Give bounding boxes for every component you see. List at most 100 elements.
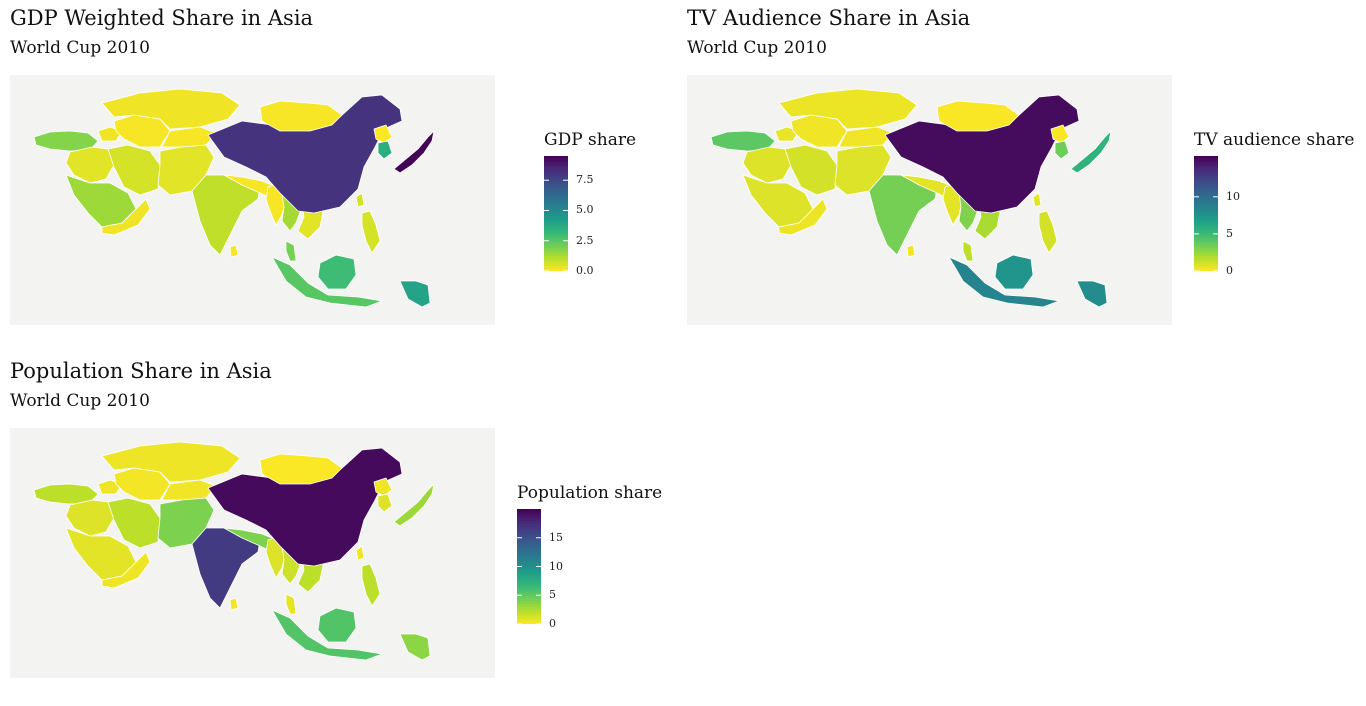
legend-color-step — [1194, 183, 1218, 187]
region-india — [191, 174, 261, 256]
map-panel-population: Population Share in Asia World Cup 2010 … — [10, 359, 670, 689]
region-south-korea — [377, 140, 393, 160]
region-turkey — [33, 483, 99, 505]
legend-color-step — [1194, 246, 1218, 250]
legend-color-step — [544, 228, 568, 232]
legend-color-step — [544, 226, 568, 230]
legend-color-step — [1194, 206, 1218, 210]
legend-color-step — [517, 579, 541, 583]
legend-color-step — [517, 529, 541, 533]
map-panel-gdp: GDP Weighted Share in Asia World Cup 201… — [10, 6, 670, 336]
legend-color-step — [1194, 218, 1218, 222]
region-sri-lanka — [229, 244, 239, 258]
legend-color-step — [544, 246, 568, 250]
legend-color-step — [1194, 188, 1218, 192]
region-yemen-oman — [778, 198, 828, 236]
legend-color-step — [544, 266, 568, 270]
legend-color-step — [517, 614, 541, 618]
legend-color-step — [517, 594, 541, 598]
legend-color-step — [1194, 238, 1218, 242]
legend-color-step — [544, 241, 568, 245]
legend-color-step — [544, 258, 568, 262]
map-area — [687, 75, 1172, 325]
legend-color-step — [544, 218, 568, 222]
region-central-asia-east — [161, 479, 217, 501]
region-taiwan — [1032, 192, 1042, 208]
region-kazakhstan — [101, 441, 241, 483]
region-kazakhstan — [101, 88, 241, 130]
region-middle-east-north — [65, 146, 115, 184]
legend-color-step — [544, 168, 568, 172]
legend-color-step — [517, 536, 541, 540]
color-legend — [517, 509, 541, 624]
panel-subtitle: World Cup 2010 — [10, 391, 150, 411]
legend-color-step — [517, 539, 541, 543]
region-malaysia — [285, 593, 297, 615]
region-new-guinea — [399, 280, 431, 308]
region-sri-lanka — [229, 597, 239, 611]
legend-color-step — [544, 223, 568, 227]
legend-color-step — [517, 599, 541, 603]
legend-color-step — [544, 236, 568, 240]
legend-color-step — [1194, 251, 1218, 255]
legend-color-step — [517, 521, 541, 525]
legend-color-step — [544, 186, 568, 190]
legend-color-step — [544, 216, 568, 220]
legend-color-step — [1194, 263, 1218, 267]
region-iran — [784, 144, 838, 196]
panel-title: Population Share in Asia — [10, 359, 272, 383]
region-japan — [393, 130, 435, 174]
legend-tick-label: 2.5 — [576, 233, 594, 247]
legend-color-step — [1194, 158, 1218, 162]
legend-color-step — [544, 171, 568, 175]
panel-title: TV Audience Share in Asia — [687, 6, 971, 30]
legend-color-step — [1194, 156, 1218, 160]
region-japan — [393, 483, 435, 527]
legend-color-step — [544, 206, 568, 210]
legend-color-step — [544, 198, 568, 202]
region-taiwan — [355, 192, 365, 208]
legend-color-step — [1194, 201, 1218, 205]
region-sri-lanka — [906, 244, 916, 258]
legend-color-step — [544, 251, 568, 255]
legend-color-step — [1194, 163, 1218, 167]
legend-color-step — [544, 188, 568, 192]
legend-tick-label: 7.5 — [576, 173, 594, 187]
legend-color-step — [1194, 171, 1218, 175]
legend-tick-label: 0.0 — [576, 264, 594, 277]
legend-color-step — [544, 263, 568, 267]
region-malaysia — [285, 240, 297, 262]
region-indonesia — [948, 256, 1060, 308]
legend-color-step — [1194, 256, 1218, 260]
region-middle-east-north — [742, 146, 792, 184]
region-borneo — [994, 254, 1034, 290]
asia-map — [33, 441, 435, 661]
legend-color-step — [1194, 243, 1218, 247]
legend-color-step — [517, 524, 541, 528]
region-indonesia — [271, 609, 383, 661]
legend-tick-label: 5 — [1226, 226, 1233, 240]
legend-color-step — [517, 534, 541, 538]
legend-color-step — [517, 549, 541, 553]
legend-color-step — [1194, 196, 1218, 200]
legend-color-step — [1194, 221, 1218, 225]
legend-color-step — [517, 596, 541, 600]
legend-color-step — [517, 581, 541, 585]
region-south-korea — [1054, 140, 1070, 160]
legend-color-step — [544, 243, 568, 247]
legend-color-step — [1194, 193, 1218, 197]
legend-color-step — [544, 233, 568, 237]
region-mongolia — [259, 453, 343, 485]
legend-color-step — [1194, 266, 1218, 270]
legend-color-step — [544, 238, 568, 242]
region-borneo — [317, 607, 357, 643]
region-central-asia-east — [161, 126, 217, 148]
legend-color-step — [517, 584, 541, 588]
region-india — [868, 174, 938, 256]
legend-color-step — [517, 609, 541, 613]
legend-color-step — [517, 509, 541, 513]
region-turkey — [710, 130, 776, 152]
legend-color-step — [1194, 241, 1218, 245]
legend-color-step — [1194, 161, 1218, 165]
legend-color-step — [517, 619, 541, 623]
